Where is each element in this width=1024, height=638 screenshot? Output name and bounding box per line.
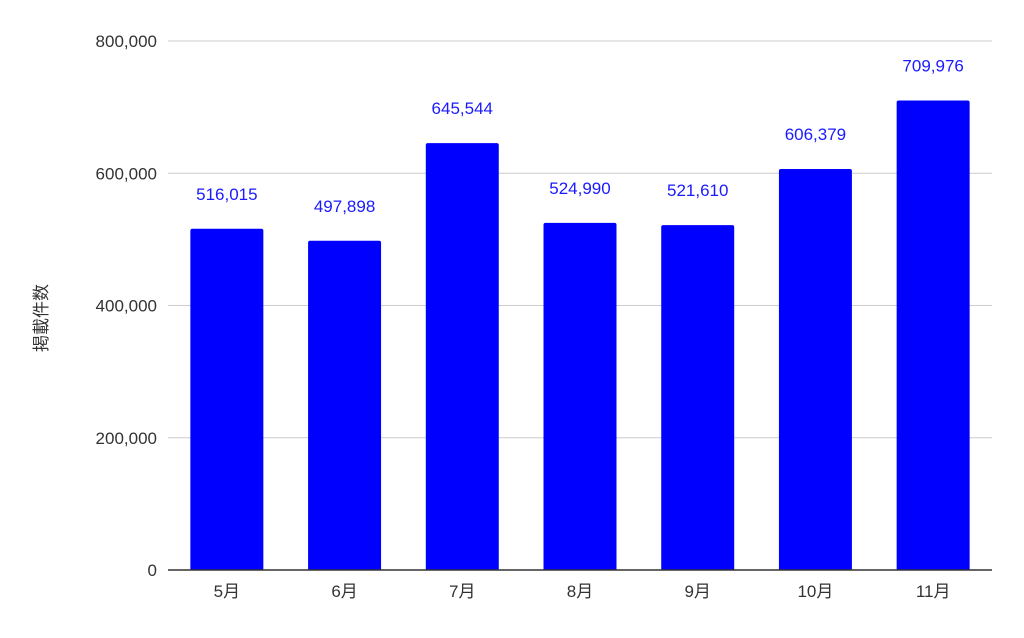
y-axis-ticks: 0 200,000 400,000 600,000 800,000 [96,32,157,580]
x-tick-label: 9月 [684,582,710,601]
bar-data-label: 497,898 [314,197,375,216]
y-tick-label: 400,000 [96,297,157,316]
y-tick-label: 200,000 [96,429,157,448]
bar-5 [661,225,735,570]
bar-data-label: 645,544 [432,99,493,118]
bar-3 [425,143,499,570]
x-tick-label: 11月 [916,582,951,601]
bar-2 [308,240,382,570]
bar-1 [190,228,264,570]
x-tick-label: 7月 [449,582,475,601]
bar-data-label: 606,379 [785,125,846,144]
bar-7 [896,100,970,570]
bar-data-label: 709,976 [902,57,963,76]
x-tick-label: 8月 [567,582,593,601]
bars [190,100,970,571]
x-axis-ticks: 5月 6月 7月 8月 9月 10月 11月 [214,582,951,601]
x-tick-label: 10月 [797,582,833,601]
x-tick-label: 5月 [214,582,240,601]
y-tick-label: 0 [148,561,157,580]
data-labels: 516,015 497,898 645,544 524,990 521,610 606,3… [196,57,964,216]
x-tick-label: 6月 [331,582,357,601]
bar-data-label: 516,015 [196,185,257,204]
bar-4 [543,222,617,571]
y-axis-title: 掲載件数 [32,284,51,352]
bar-data-label: 521,610 [667,181,728,200]
y-tick-label: 800,000 [96,32,157,51]
bar-data-label: 524,990 [549,179,610,198]
bar-6 [778,169,852,570]
y-tick-label: 600,000 [96,164,157,183]
